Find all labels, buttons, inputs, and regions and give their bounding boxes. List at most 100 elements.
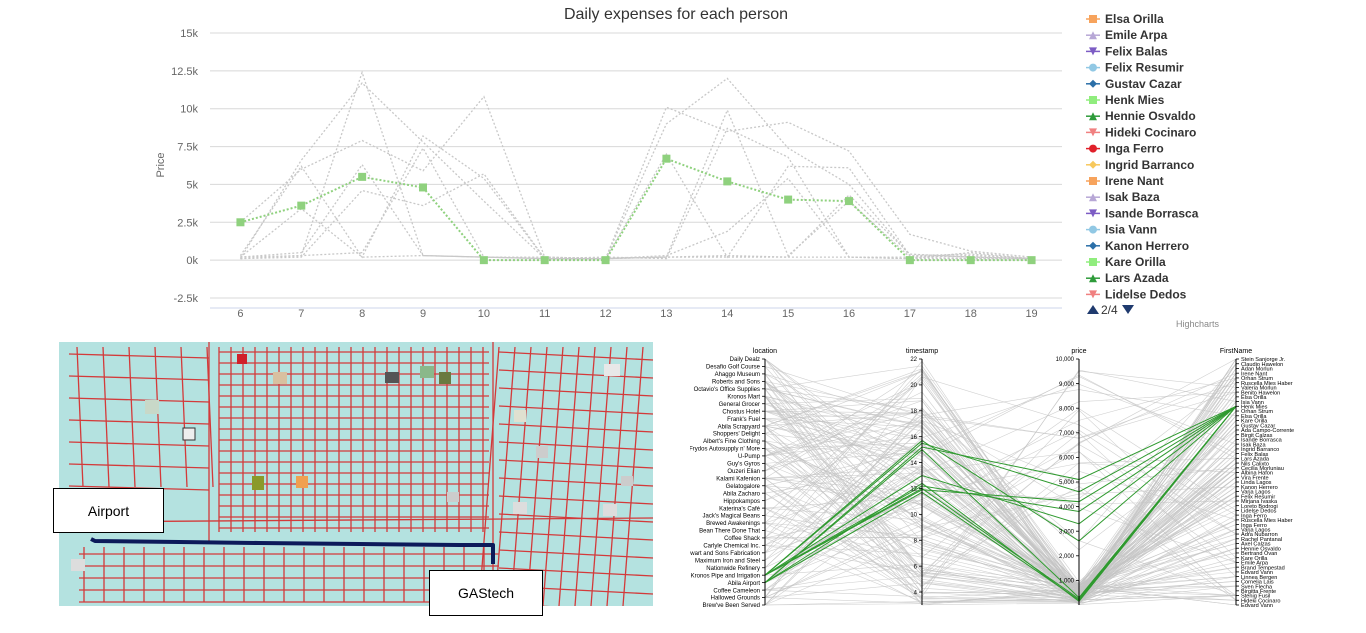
legend-item[interactable]: Henk Mies	[1086, 93, 1165, 107]
legend-item[interactable]: Gustav Cazar	[1086, 77, 1182, 91]
location-label: Brewed Awakenings	[706, 521, 760, 527]
legend-item[interactable]: Emile Arpa	[1086, 28, 1168, 42]
pager-down-icon[interactable]	[1122, 305, 1134, 314]
chart-credit[interactable]: Highcharts	[1176, 319, 1220, 329]
record-line	[764, 373, 1237, 585]
firstname-label: Henk Mies	[1241, 405, 1268, 411]
data-point[interactable]	[1027, 256, 1036, 265]
record-line	[764, 366, 1237, 594]
record-line	[764, 396, 1237, 594]
legend-pager[interactable]: 2/4	[1087, 303, 1134, 317]
location-label: Maximum Iron and Steel	[695, 558, 760, 564]
legend-item[interactable]: Isia Vann	[1086, 223, 1157, 237]
x-tick-label: 10	[478, 308, 490, 320]
x-tick-label: 7	[298, 308, 304, 320]
location-label: Stewart and Sons Fabrication	[690, 551, 760, 557]
firstname-label: Mirjana Ivaska	[1241, 499, 1278, 505]
firstname-label: Linnea Bergen	[1241, 575, 1277, 581]
legend-item[interactable]: Kanon Herrero	[1086, 239, 1189, 253]
price-label: 9,000	[1059, 382, 1075, 388]
record-line	[764, 440, 1237, 594]
firstname-label: Orhan Strum	[1241, 409, 1273, 415]
legend-item[interactable]: Lars Azada	[1086, 271, 1169, 285]
record-line	[764, 495, 1237, 590]
pager-up-icon[interactable]	[1087, 305, 1099, 314]
legend-marker-icon	[1089, 225, 1097, 234]
data-point[interactable]	[358, 172, 367, 181]
location-label: Coffee Cameleon	[713, 588, 760, 594]
parallel-coordinates-chart[interactable]: location timestamp price FirstName Daily Dea…	[690, 340, 1366, 633]
timestamp-label: 22	[910, 357, 917, 363]
record-line	[764, 486, 1237, 596]
firstname-label: Isande Borrasca	[1241, 438, 1283, 444]
axis-location[interactable]: location	[753, 348, 777, 605]
legend-item[interactable]: Felix Resumir	[1086, 61, 1184, 75]
series-line	[240, 152, 1032, 260]
legend-label: Isak Baza	[1105, 190, 1160, 204]
data-point[interactable]	[662, 154, 671, 163]
price-label: 8,000	[1059, 406, 1075, 412]
data-point[interactable]	[479, 256, 488, 265]
data-point[interactable]	[601, 256, 610, 265]
legend-item[interactable]: Hennie Osvaldo	[1086, 109, 1196, 123]
highlight-record-line	[764, 405, 1237, 576]
timestamp-label: 20	[910, 383, 917, 389]
record-line	[764, 368, 1237, 602]
data-point[interactable]	[540, 256, 549, 265]
legend-item[interactable]: Isak Baza	[1086, 190, 1160, 204]
record-line	[764, 373, 1237, 592]
axis-title: price	[1071, 348, 1086, 355]
y-tick-label: 10k	[180, 104, 198, 116]
legend-item[interactable]: Hideki Cocinaro	[1086, 125, 1196, 139]
legend-item[interactable]: Kare Orilla	[1086, 255, 1166, 269]
data-point[interactable]	[723, 177, 732, 186]
landmark-building-icon	[71, 559, 85, 571]
legend-item[interactable]: Inga Ferro	[1086, 142, 1164, 156]
data-point[interactable]	[966, 256, 975, 265]
firstname-label: Orhan Strum	[1241, 376, 1273, 382]
location-label: Kronos Pipe and Irrigation	[691, 573, 760, 579]
legend-item[interactable]: Elsa Orilla	[1086, 12, 1164, 26]
firstname-label: Vira Frente	[1241, 475, 1269, 481]
x-tick-label: 16	[843, 308, 855, 320]
legend-item[interactable]: Lidelse Dedos	[1086, 287, 1187, 301]
location-label: Frank's Fuel	[727, 417, 760, 423]
highlight-series-line[interactable]	[240, 157, 1032, 262]
landmark-building-icon	[252, 476, 264, 490]
legend-item[interactable]: Irene Nant	[1086, 174, 1164, 188]
record-line	[764, 389, 1237, 501]
firstname-label: Varja Lagos	[1241, 490, 1271, 496]
price-label: 1,000	[1059, 579, 1075, 585]
legend-marker-icon	[1089, 209, 1097, 218]
location-label: General Grocer	[719, 402, 760, 408]
landmark-building-icon	[621, 476, 633, 486]
data-point[interactable]	[905, 256, 914, 265]
grid-lines	[210, 32, 1062, 309]
legend-item[interactable]: Isande Borrasca	[1086, 206, 1199, 220]
y-tick-label: 2.5k	[177, 217, 198, 229]
record-line	[764, 455, 1237, 596]
record-line	[764, 425, 1237, 601]
data-point[interactable]	[297, 201, 306, 210]
background-series	[239, 70, 1032, 260]
axes[interactable]: location timestamp price FirstName Daily Dea…	[690, 348, 1294, 609]
highlighted-series[interactable]	[236, 154, 1036, 265]
location-label: Ouzeri Elian	[727, 469, 760, 475]
data-point[interactable]	[236, 218, 245, 227]
firstname-label: Emile Arpa	[1241, 561, 1269, 567]
legend-marker-icon	[1089, 160, 1097, 169]
firstname-label: Adan Morlun	[1241, 367, 1273, 373]
series-line	[240, 146, 1032, 260]
legend[interactable]: Elsa Orilla Emile Arpa Felix Balas Felix Re…	[1086, 12, 1199, 301]
axis-timestamp[interactable]: timestamp	[906, 348, 938, 605]
data-point[interactable]	[845, 197, 853, 206]
record-line	[764, 410, 1237, 602]
legend-item[interactable]: Ingrid Barranco	[1086, 158, 1194, 172]
axis-title: timestamp	[906, 348, 938, 355]
city-map[interactable]	[59, 342, 653, 606]
legend-item[interactable]: Felix Balas	[1086, 44, 1168, 58]
firstname-label: Nils Calixto	[1241, 461, 1269, 467]
data-point[interactable]	[784, 195, 793, 204]
data-point[interactable]	[419, 183, 427, 192]
